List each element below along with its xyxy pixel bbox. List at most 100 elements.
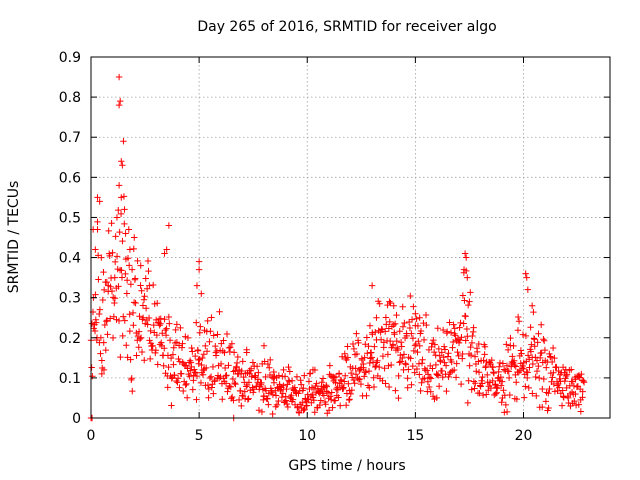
data-point-plus <box>459 292 467 299</box>
data-point-plus <box>280 366 287 374</box>
data-point-plus <box>192 352 199 360</box>
data-point-plus <box>461 297 468 304</box>
data-point-plus <box>393 337 400 345</box>
data-point-plus <box>127 281 135 288</box>
data-point-plus <box>498 378 506 385</box>
data-point-plus <box>446 319 453 326</box>
data-point-plus <box>497 373 505 381</box>
data-point-plus <box>573 383 581 390</box>
y-tick-label: 0.9 <box>59 50 81 66</box>
data-point-plus <box>121 206 128 213</box>
data-point-plus <box>476 390 483 397</box>
data-point-plus <box>326 362 334 369</box>
data-point-plus <box>123 277 131 284</box>
data-point-plus <box>409 335 417 342</box>
data-point-plus <box>532 354 539 361</box>
data-point-plus <box>98 254 105 261</box>
data-point-plus <box>243 346 250 354</box>
data-point-plus <box>286 368 294 375</box>
data-point-plus <box>146 337 153 344</box>
data-point-plus <box>338 353 346 360</box>
data-point-plus <box>503 408 511 416</box>
data-point-plus <box>534 339 541 346</box>
data-point-plus <box>455 352 462 360</box>
data-point-plus <box>258 379 265 387</box>
data-point-plus <box>555 367 562 375</box>
data-point-plus <box>244 396 252 403</box>
data-point-plus <box>194 347 202 354</box>
data-point-plus <box>379 352 387 360</box>
data-point-plus <box>533 392 540 400</box>
data-point-plus <box>326 371 333 378</box>
data-point-plus <box>530 308 537 316</box>
data-point-plus <box>579 394 586 401</box>
data-point-plus <box>300 406 307 414</box>
data-point-plus <box>408 330 415 337</box>
data-point-plus <box>200 351 208 358</box>
data-point-plus <box>551 354 558 362</box>
data-point-plus <box>513 395 521 403</box>
data-point-plus <box>285 363 292 371</box>
data-point-plus <box>397 358 405 365</box>
data-point-plus <box>117 353 124 361</box>
data-point-plus <box>374 357 381 364</box>
data-point-plus <box>139 302 147 309</box>
data-point-plus <box>498 399 505 406</box>
data-point-plus <box>469 332 476 340</box>
data-point-plus <box>483 391 490 398</box>
data-point-plus <box>372 328 379 336</box>
data-point-plus <box>526 364 533 371</box>
data-point-plus <box>324 389 332 397</box>
data-point-plus <box>503 362 511 369</box>
data-point-plus <box>301 406 308 413</box>
data-point-plus <box>350 345 358 353</box>
data-point-plus <box>337 376 344 384</box>
data-point-plus <box>139 316 146 323</box>
data-point-plus <box>250 389 257 396</box>
data-point-plus <box>209 363 217 371</box>
data-point-plus <box>196 355 203 363</box>
data-point-plus <box>163 325 170 332</box>
data-point-plus <box>510 342 517 350</box>
data-point-plus <box>230 397 237 404</box>
data-point-plus <box>110 313 118 320</box>
data-point-plus <box>262 373 269 381</box>
data-point-plus <box>462 337 469 344</box>
data-point-plus <box>515 317 523 325</box>
data-point-plus <box>111 258 119 266</box>
data-point-plus <box>116 97 124 105</box>
x-tick-label: 10 <box>298 428 316 444</box>
data-point-plus <box>152 347 160 354</box>
data-point-plus <box>134 257 141 265</box>
data-point-plus <box>223 372 230 379</box>
data-point-plus <box>208 314 215 321</box>
data-point-plus <box>435 372 442 379</box>
data-point-plus <box>140 296 148 303</box>
data-point-plus <box>105 282 112 289</box>
data-point-plus <box>450 321 457 328</box>
data-point-plus <box>327 396 335 403</box>
data-point-plus <box>131 275 139 282</box>
data-point-plus <box>408 381 415 388</box>
data-point-plus <box>130 299 138 306</box>
data-point-plus <box>152 349 159 357</box>
data-point-plus <box>531 336 538 343</box>
data-point-plus <box>146 282 153 289</box>
data-point-plus <box>189 348 196 355</box>
data-point-plus <box>282 397 290 404</box>
data-point-plus <box>96 310 103 318</box>
data-point-plus <box>515 369 522 376</box>
data-point-plus <box>156 322 163 329</box>
data-point-plus <box>377 336 385 343</box>
data-point-plus <box>195 258 203 265</box>
data-point-plus <box>210 332 217 339</box>
data-point-plus <box>135 328 143 335</box>
data-point-plus <box>115 317 123 325</box>
data-point-plus <box>466 362 473 369</box>
data-point-plus <box>468 386 475 393</box>
data-point-plus <box>162 326 169 334</box>
data-point-plus <box>505 368 513 375</box>
data-point-plus <box>197 323 204 330</box>
data-point-plus <box>490 368 497 376</box>
